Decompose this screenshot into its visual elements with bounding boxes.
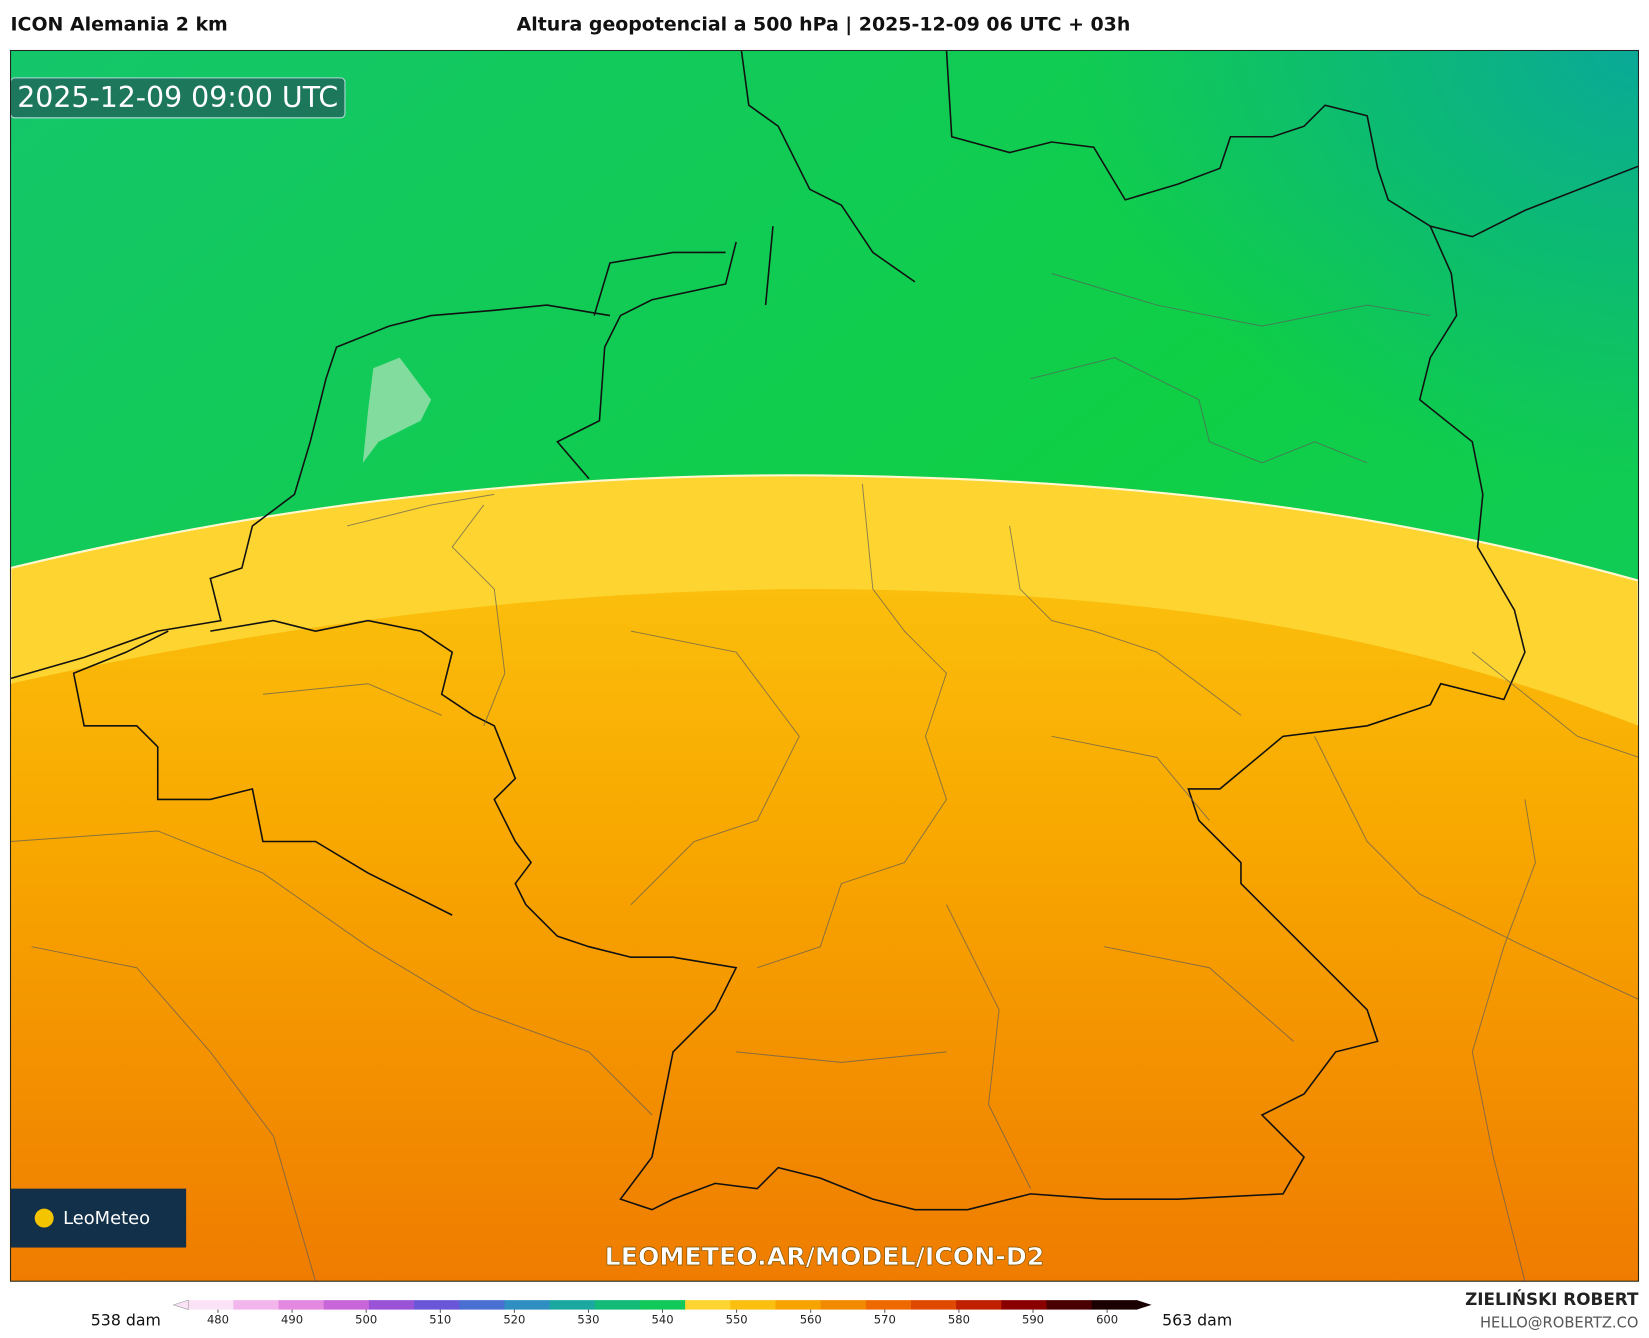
colorbar-segment	[594, 1300, 641, 1310]
colorbar-segment	[865, 1300, 912, 1310]
colorbar-segment	[188, 1300, 234, 1310]
colorbar-tick-label: 520	[503, 1313, 525, 1327]
colorbar-segment	[639, 1300, 686, 1310]
legend-max-label: 563 dam	[1162, 1311, 1232, 1330]
colorbar: 480 490 500 510 520 530 540 550 560 570 580 590 600	[172, 1299, 1152, 1327]
colorbar-tick-label: 480	[207, 1313, 229, 1327]
colorbar-segment	[956, 1300, 1002, 1310]
colorbar-tick-label: 530	[577, 1313, 599, 1327]
legend-min-label: 538 dam	[91, 1311, 161, 1330]
colorbar-tick-label: 570	[874, 1313, 896, 1327]
colorbar-tick-label: 490	[281, 1313, 303, 1327]
colorbar-tick-label: 540	[652, 1313, 674, 1327]
author: ZIELIŃSKI ROBERT	[1465, 1288, 1639, 1309]
colorbar-tick-label: 580	[948, 1313, 970, 1327]
colorbar-segment	[685, 1300, 731, 1310]
colorbar-segment	[775, 1300, 822, 1310]
colorbar-segment	[730, 1300, 776, 1310]
map-frame	[9, 49, 1640, 1282]
watermark: LEOMETEO.AR/MODEL/ICON-D2	[605, 1242, 1045, 1271]
model-title: ICON Alemania 2 km	[11, 14, 228, 36]
colorbar-tick-label: 590	[1022, 1313, 1044, 1327]
colorbar-segment	[1091, 1300, 1138, 1310]
colorbar-segment	[504, 1300, 551, 1310]
colorbar-segment	[910, 1300, 957, 1310]
colorbar-segment	[820, 1300, 867, 1310]
chart-title: Altura geopotencial a 500 hPa | 2025-12-…	[517, 14, 1131, 36]
colorbar-end-high	[1136, 1300, 1152, 1310]
colorbar-segment	[1001, 1300, 1048, 1310]
colorbar-tick-label: 510	[429, 1313, 451, 1327]
colorbar-segment	[414, 1300, 460, 1310]
lake	[362, 357, 432, 463]
colorbar-segment	[459, 1300, 505, 1310]
colorbar-tick-label: 600	[1096, 1313, 1118, 1327]
colorbar-tick-label: 560	[800, 1313, 822, 1327]
colorbar-segment	[549, 1300, 596, 1310]
colorbar-segment	[1046, 1300, 1093, 1310]
colorbar-tick-label: 550	[726, 1313, 748, 1327]
colorbar-segment	[233, 1300, 280, 1310]
colorbar-segment	[368, 1300, 415, 1310]
logo: LeoMeteo	[63, 1208, 150, 1229]
email: HELLO@ROBERTZ.CO	[1480, 1314, 1639, 1331]
colorbar-end-low	[172, 1299, 189, 1311]
colorbar-segment	[278, 1300, 325, 1310]
timestamp: 2025-12-09 09:00 UTC	[17, 81, 338, 114]
logo-sun	[34, 1208, 54, 1228]
map-area	[9, 50, 1640, 1283]
colorbar-tick-label: 500	[355, 1313, 377, 1327]
colorbar-segment	[323, 1300, 370, 1310]
